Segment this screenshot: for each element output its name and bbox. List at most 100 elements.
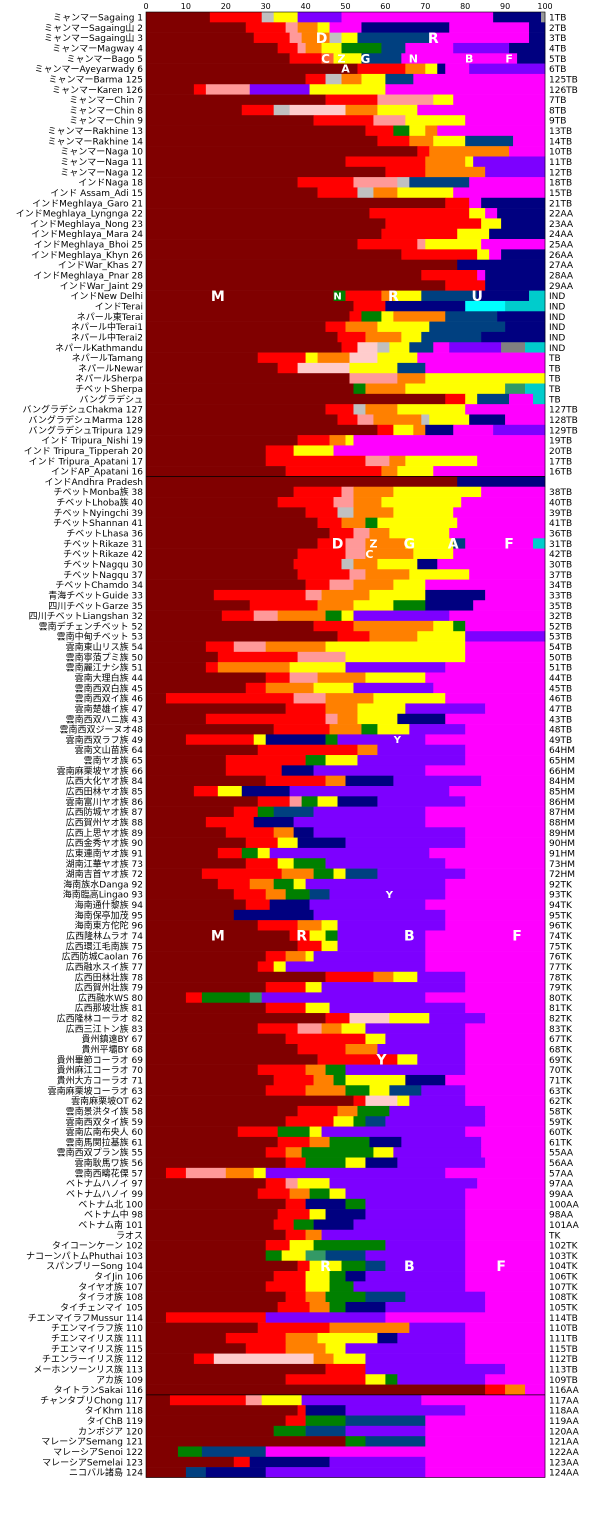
row-code: 74TK xyxy=(549,932,573,942)
bar-segment-K xyxy=(429,321,506,333)
bar-segment-D xyxy=(146,1415,286,1427)
bar-segment-O xyxy=(373,971,394,983)
row-code: 19TB xyxy=(549,437,572,447)
row-code: 28AA xyxy=(549,272,574,282)
row-code: 107TK xyxy=(549,1283,579,1293)
bar-row xyxy=(146,1167,546,1179)
bar-segment-O xyxy=(305,1064,326,1076)
bar-segment-F xyxy=(429,32,530,44)
row-label: チベットSherpa xyxy=(75,384,143,395)
bar-segment-E xyxy=(525,383,546,395)
bar-segment-R xyxy=(297,548,346,560)
bar-segment-Y xyxy=(393,971,418,983)
bar-row xyxy=(146,538,546,549)
bar-row xyxy=(146,1456,546,1468)
bar-segment-D xyxy=(146,847,219,859)
bar-segment-F xyxy=(465,1240,546,1251)
bar-segment-K xyxy=(361,53,402,64)
row-code: 122AA xyxy=(549,1448,580,1458)
bar-segment-D xyxy=(146,476,458,488)
x-tick-label: 60 xyxy=(380,2,390,11)
bar-row xyxy=(146,486,546,498)
bar-segment-P xyxy=(321,1126,466,1138)
bar-segment-F xyxy=(465,796,546,807)
bar-segment-R xyxy=(205,816,255,828)
row-code: 31TB xyxy=(549,540,572,550)
bar-segment-O xyxy=(365,404,398,415)
bar-segment-R xyxy=(277,1209,310,1220)
bar-segment-N xyxy=(301,796,318,807)
row-code: 108TK xyxy=(549,1293,579,1303)
row-code: 10TB xyxy=(549,148,572,158)
bar-row xyxy=(146,300,546,312)
bar-segment-Y xyxy=(373,1147,394,1158)
bar-segment-F xyxy=(465,724,546,735)
row-label: インド Tripura_Tipperah 20 xyxy=(24,447,144,457)
bar-segment-D xyxy=(146,445,266,457)
bar-segment-D xyxy=(146,331,338,343)
row-code: 67TK xyxy=(549,1035,573,1045)
bar-segment-F xyxy=(341,12,494,23)
bar-segment-F xyxy=(465,1085,546,1096)
row-code: 35TB xyxy=(549,602,572,612)
bar-segment-D xyxy=(146,651,219,663)
bar-segment-P xyxy=(345,662,446,673)
bar-segment-E xyxy=(529,290,546,302)
bar-segment-O xyxy=(425,125,438,137)
bar-segment-Y xyxy=(313,682,354,694)
row-code: 51TB xyxy=(549,664,572,674)
bar-row xyxy=(146,775,546,787)
row-code: 64HM xyxy=(549,746,575,756)
bar-segment-Y xyxy=(377,517,458,529)
cluster-letter: B xyxy=(465,52,473,65)
bar-segment-F xyxy=(449,610,546,622)
cluster-letter: Y xyxy=(393,735,402,746)
bar-segment-Y xyxy=(341,610,354,622)
bar-segment-F xyxy=(465,1250,546,1262)
bar-segment-D xyxy=(146,1250,266,1262)
bar-segment-D xyxy=(146,1405,298,1416)
bar-segment-D xyxy=(146,1054,318,1065)
row-label: インドMeghlaya_Nong 23 xyxy=(30,220,143,230)
bar-segment-O xyxy=(353,579,394,591)
bar-segment-R xyxy=(277,1136,310,1148)
bar-segment-F xyxy=(465,1271,546,1282)
bar-segment-O xyxy=(369,631,418,642)
bar-row xyxy=(146,1281,546,1292)
bar-segment-N xyxy=(201,992,251,1004)
bar-segment-D xyxy=(146,579,306,591)
bar-segment-Y xyxy=(353,600,394,611)
bar-segment-D xyxy=(146,146,418,157)
bar-segment-F xyxy=(485,1157,546,1169)
bar-row xyxy=(146,362,546,374)
bar-segment-P xyxy=(301,1394,422,1406)
bar-segment-O xyxy=(365,383,406,395)
bar-segment-D xyxy=(146,1167,167,1179)
bar-segment-O xyxy=(329,724,362,735)
bar-segment-D xyxy=(146,1116,286,1127)
bar-segment-F xyxy=(465,1126,546,1138)
bar-row xyxy=(146,290,546,302)
bar-segment-P xyxy=(337,930,426,942)
bar-segment-D xyxy=(146,920,259,931)
bar-row xyxy=(146,951,546,962)
bar-segment-R xyxy=(353,1095,366,1107)
row-code: 16TB xyxy=(549,468,572,478)
row-code: 90HM xyxy=(549,839,575,849)
bar-segment-P xyxy=(265,1312,386,1323)
bar-segment-B xyxy=(337,796,378,807)
bar-segment-O xyxy=(345,104,378,116)
bar-segment-N xyxy=(329,1136,370,1148)
bar-segment-F xyxy=(417,352,546,364)
bar-row xyxy=(146,383,546,395)
bar-segment-B xyxy=(485,280,546,291)
row-label: 雲南デチェンチベット 52 xyxy=(39,620,143,632)
bar-segment-B xyxy=(397,713,446,725)
bar-segment-Y xyxy=(393,290,422,302)
row-label: 雲南富川ヤオ族 86 xyxy=(66,796,144,808)
bar-segment-D xyxy=(146,1467,187,1478)
bar-segment-D xyxy=(146,940,298,952)
bar-segment-D xyxy=(146,1033,286,1045)
